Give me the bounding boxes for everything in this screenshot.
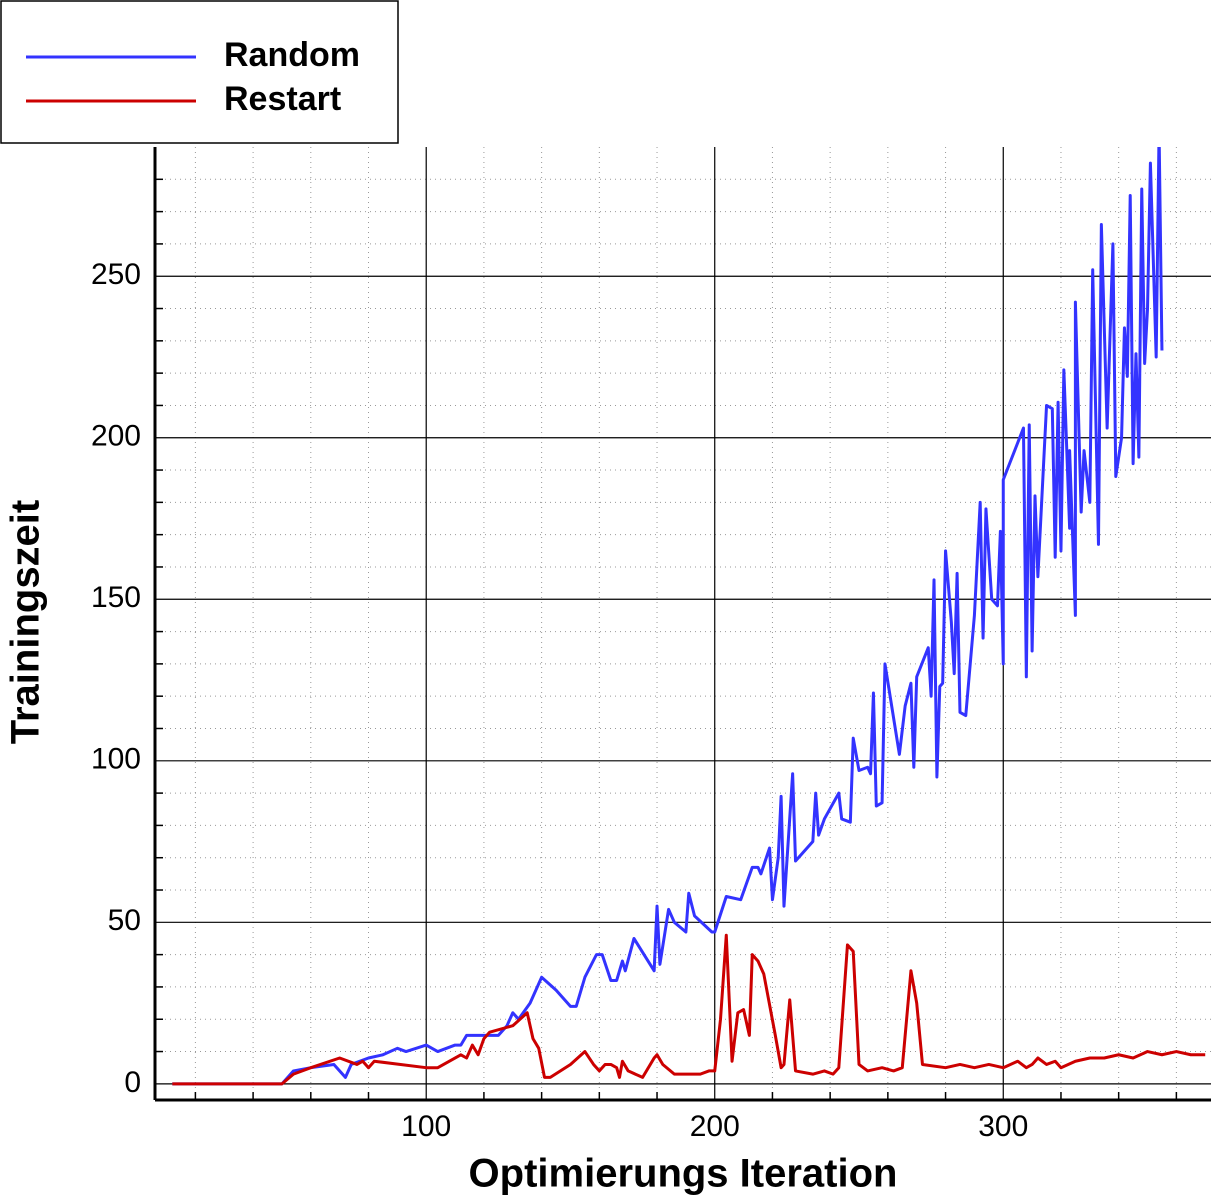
y-tick-label: 50 (108, 904, 141, 937)
y-tick-label: 100 (91, 743, 141, 776)
legend-box (0, 0, 399, 144)
series-line (172, 147, 1164, 1086)
x-tick-label: 200 (690, 1110, 740, 1143)
legend-label: Random (224, 36, 360, 74)
axes: 100 200 300 0 50 100 150 200 250 (91, 147, 1211, 1143)
y-tick-label: 0 (124, 1066, 141, 1099)
y-tick-label: 150 (91, 581, 141, 614)
series-line (172, 933, 1206, 1086)
y-tick-label: 250 (91, 258, 141, 291)
plot-lines (172, 147, 1206, 1086)
y-tick-label: 200 (91, 420, 141, 453)
y-axis-label: Trainingszeit (4, 500, 48, 745)
x-axis-label: Optimierungs Iteration (469, 1152, 898, 1196)
grid (155, 147, 1211, 1100)
x-tick-label: 300 (978, 1110, 1028, 1143)
legend: Random Restart (0, 0, 399, 144)
legend-label: Restart (224, 80, 341, 118)
x-tick-label: 100 (401, 1110, 451, 1143)
